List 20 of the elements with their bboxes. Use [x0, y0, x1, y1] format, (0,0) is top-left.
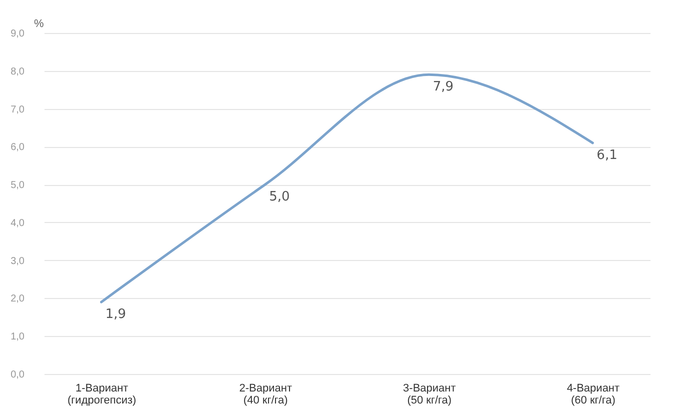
y-tick-label: 2,0 — [10, 294, 25, 305]
y-tick-label: 0,0 — [10, 370, 25, 380]
y-tick-label: 3,0 — [10, 256, 25, 267]
data-label: 5,0 — [269, 190, 290, 205]
y-tick-label: 7,0 — [10, 104, 25, 116]
data-label: 7,9 — [432, 80, 454, 95]
x-tick-label: 1-Вариант (гидрогепсиз) — [67, 382, 136, 406]
x-tick-label: 3-Вариант (50 кг/га) — [403, 382, 456, 406]
y-tick-label: 5,0 — [10, 180, 25, 192]
data-label: 1,9 — [105, 307, 126, 322]
y-tick-label: 6,0 — [10, 142, 25, 154]
line-series — [100, 73, 594, 304]
y-tick-label: 4,0 — [10, 218, 25, 229]
y-axis-title: % — [34, 18, 44, 30]
x-tick-label: 4-Вариант (60 кг/га) — [566, 382, 620, 406]
y-tick-label: 9,0 — [10, 28, 25, 40]
y-tick-label: 8,0 — [10, 66, 25, 78]
x-tick-label: 2-Вариант (40 кг/га) — [239, 382, 292, 406]
data-label: 6,1 — [596, 148, 618, 163]
y-tick-label: 1,0 — [10, 332, 25, 343]
